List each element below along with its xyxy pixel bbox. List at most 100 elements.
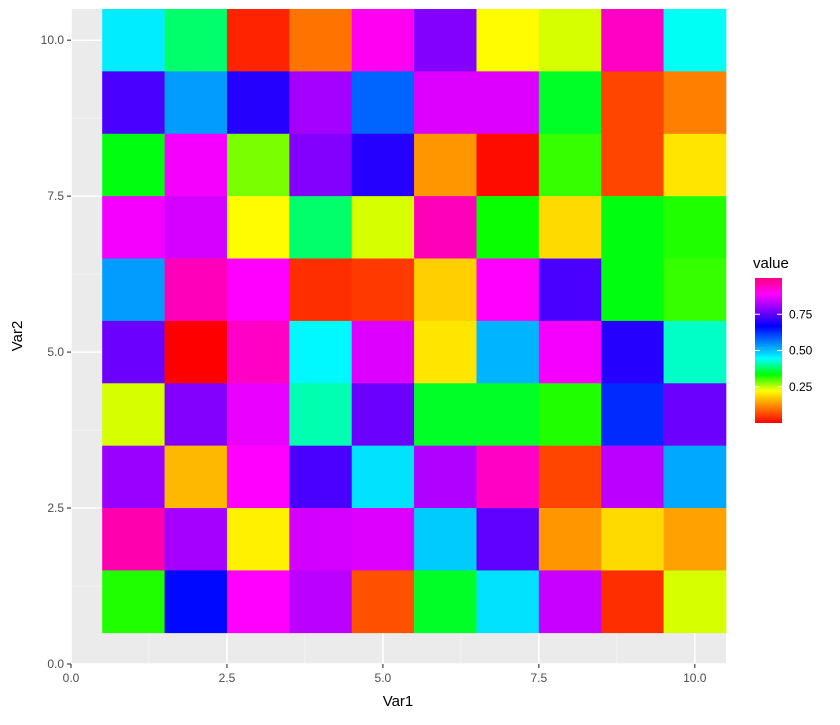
heatmap-tile — [414, 196, 477, 259]
heatmap-tile — [351, 445, 415, 509]
heatmap-tile — [226, 258, 290, 322]
heatmap-tile — [102, 258, 165, 322]
heatmap-tile — [289, 508, 353, 571]
heatmap-tile — [414, 9, 477, 72]
heatmap-tile — [164, 258, 228, 322]
heatmap-tile — [601, 71, 664, 135]
y-axis: 0.0 2.5 5.0 7.5 10.0 — [41, 33, 71, 671]
heatmap-tile — [414, 133, 477, 197]
heatmap-tile — [601, 196, 664, 259]
heatmap-tile — [663, 320, 727, 384]
x-axis: 0.0 2.5 5.0 7.5 10.0 — [63, 664, 707, 685]
heatmap-tile — [538, 445, 602, 509]
legend-ticks: 0.25 0.50 0.75 — [755, 307, 813, 394]
heatmap-tile — [538, 320, 602, 384]
heatmap-tile — [102, 383, 165, 446]
heatmap-tile — [476, 133, 540, 197]
heatmap-tile — [226, 133, 290, 197]
x-tick-label: 10.0 — [683, 671, 707, 685]
y-tick-label: 5.0 — [47, 345, 64, 359]
heatmap-tile — [226, 196, 290, 259]
heatmap-tile — [601, 320, 664, 384]
heatmap-tile — [538, 570, 602, 634]
heatmap-tile — [226, 320, 290, 384]
heatmap-tile — [414, 383, 477, 446]
x-tick-label: 2.5 — [219, 671, 236, 685]
heatmap-tile — [414, 445, 477, 509]
heatmap-tile — [164, 71, 228, 135]
heatmap-tile — [476, 320, 540, 384]
y-axis-title: Var2 — [9, 321, 26, 352]
heatmap-tile — [226, 445, 290, 509]
heatmap-tile — [102, 320, 165, 384]
heatmap-tile — [164, 445, 228, 509]
heatmap-tile — [289, 320, 353, 384]
heatmap-tile — [601, 383, 664, 446]
heatmap-tile — [164, 196, 228, 259]
heatmap-tile — [538, 9, 602, 72]
y-tick-label: 7.5 — [47, 189, 64, 203]
heatmap-tile — [538, 383, 602, 446]
heatmap-tile — [102, 9, 165, 72]
heatmap-tile — [226, 508, 290, 571]
heatmap-tile — [289, 196, 353, 259]
heatmap-tile — [476, 445, 540, 509]
legend-title: value — [753, 255, 789, 272]
heatmap-tile — [289, 383, 353, 446]
heatmap-tile — [351, 133, 415, 197]
heatmap-tile — [351, 570, 415, 634]
heatmap-tile — [164, 508, 228, 571]
y-tick-label: 2.5 — [47, 501, 64, 515]
heatmap-tile — [663, 383, 727, 446]
heatmap-tile — [538, 508, 602, 571]
heatmap-tile — [476, 196, 540, 259]
heatmap-tile — [414, 258, 477, 322]
heatmap-tile — [663, 196, 727, 259]
heatmap-tile — [663, 445, 727, 509]
heatmap-tile — [663, 570, 727, 634]
heatmap-tile — [289, 71, 353, 135]
heatmap-tile — [226, 570, 290, 634]
heatmap-tile — [601, 133, 664, 197]
heatmap-tile — [476, 71, 540, 135]
heatmap-tile — [601, 570, 664, 634]
heatmap-tile — [476, 9, 540, 72]
heatmap-tile — [663, 71, 727, 135]
heatmap-tile — [226, 383, 290, 446]
heatmap-tile — [351, 508, 415, 571]
heatmap-tile — [538, 196, 602, 259]
heatmap-tile — [414, 508, 477, 571]
heatmap-tile — [414, 320, 477, 384]
heatmap-tile — [476, 258, 540, 322]
heatmap-tile — [601, 445, 664, 509]
heatmap-tile — [226, 71, 290, 135]
heatmap-tile — [289, 570, 353, 634]
x-tick-label: 7.5 — [531, 671, 548, 685]
heatmap-tile — [538, 71, 602, 135]
heatmap-tile — [289, 9, 353, 72]
heatmap-tile — [351, 383, 415, 446]
heatmap-tile — [601, 9, 664, 72]
heatmap-tiles — [102, 9, 727, 634]
heatmap-tile — [538, 258, 602, 322]
heatmap-tile — [289, 258, 353, 322]
heatmap-tile — [663, 508, 727, 571]
heatmap-tile — [102, 570, 165, 634]
heatmap-tile — [164, 9, 228, 72]
heatmap-tile — [414, 71, 477, 135]
y-tick-label: 10.0 — [41, 33, 65, 47]
heatmap-tile — [414, 570, 477, 634]
heatmap-tile — [351, 196, 415, 259]
heatmap-tile — [102, 196, 165, 259]
legend-label: 0.25 — [789, 380, 813, 394]
heatmap-tile — [663, 9, 727, 72]
heatmap-tile — [476, 508, 540, 571]
heatmap-tile — [164, 383, 228, 446]
legend-label: 0.75 — [789, 307, 813, 321]
heatmap-tile — [289, 445, 353, 509]
heatmap-tile — [351, 9, 415, 72]
heatmap-tile — [663, 258, 727, 322]
heatmap-tile — [164, 320, 228, 384]
heatmap-tile — [351, 258, 415, 322]
